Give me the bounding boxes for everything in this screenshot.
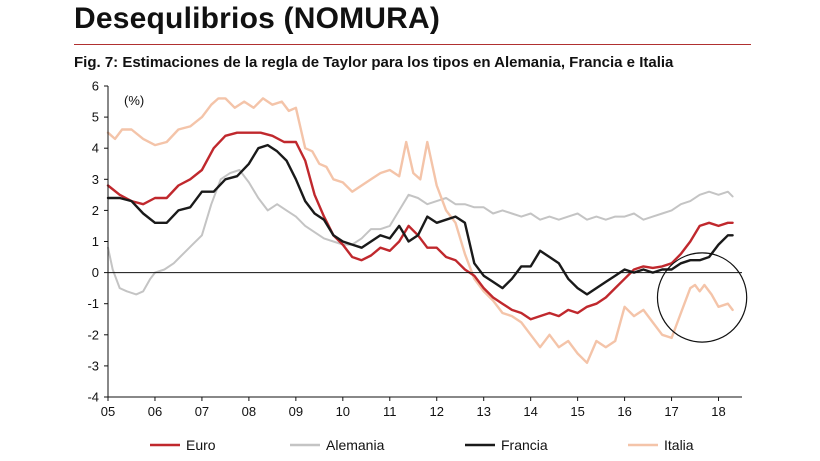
x-tick-label: 05 bbox=[101, 404, 115, 419]
x-tick-label: 18 bbox=[711, 404, 725, 419]
x-tick-label: 13 bbox=[476, 404, 490, 419]
y-tick-label: 1 bbox=[92, 234, 99, 249]
title-divider bbox=[74, 44, 751, 45]
x-tick-label: 11 bbox=[383, 404, 397, 419]
x-tick-label: 15 bbox=[570, 404, 584, 419]
x-tick-label: 16 bbox=[617, 404, 631, 419]
y-tick-label: 5 bbox=[92, 110, 99, 125]
legend-label-euro: Euro bbox=[186, 437, 216, 453]
legend-label-alemania: Alemania bbox=[326, 437, 385, 453]
legend-label-francia: Francia bbox=[501, 437, 548, 453]
x-tick-label: 10 bbox=[336, 404, 350, 419]
y-tick-label: -1 bbox=[87, 296, 99, 311]
x-tick-label: 12 bbox=[430, 404, 444, 419]
y-tick-label: -2 bbox=[87, 327, 99, 342]
x-tick-label: 06 bbox=[148, 404, 162, 419]
series-line-euro bbox=[106, 131, 734, 321]
series-line-alemania bbox=[107, 169, 734, 296]
series-line-italia bbox=[106, 97, 734, 364]
x-tick-label: 09 bbox=[289, 404, 303, 419]
y-tick-label: 3 bbox=[92, 172, 99, 187]
y-tick-label: 6 bbox=[92, 79, 99, 94]
x-tick-label: 14 bbox=[523, 404, 537, 419]
x-tick-label: 08 bbox=[242, 404, 256, 419]
y-tick-label: 4 bbox=[92, 141, 99, 156]
y-tick-label: -3 bbox=[87, 358, 99, 373]
y-unit-label: (%) bbox=[124, 93, 144, 108]
highlight-circle bbox=[656, 252, 748, 343]
y-tick-label: 2 bbox=[92, 203, 99, 218]
x-tick-label: 17 bbox=[664, 404, 678, 419]
figure-caption: Fig. 7: Estimaciones de la regla de Tayl… bbox=[74, 54, 674, 71]
legend-label-italia: Italia bbox=[664, 437, 694, 453]
x-tick-label: 07 bbox=[195, 404, 209, 419]
series-line-francia bbox=[106, 143, 734, 296]
page-title: Desequlibrios (NOMURA) bbox=[74, 2, 441, 35]
y-tick-label: 0 bbox=[92, 265, 99, 280]
y-tick-label: -4 bbox=[87, 390, 99, 405]
